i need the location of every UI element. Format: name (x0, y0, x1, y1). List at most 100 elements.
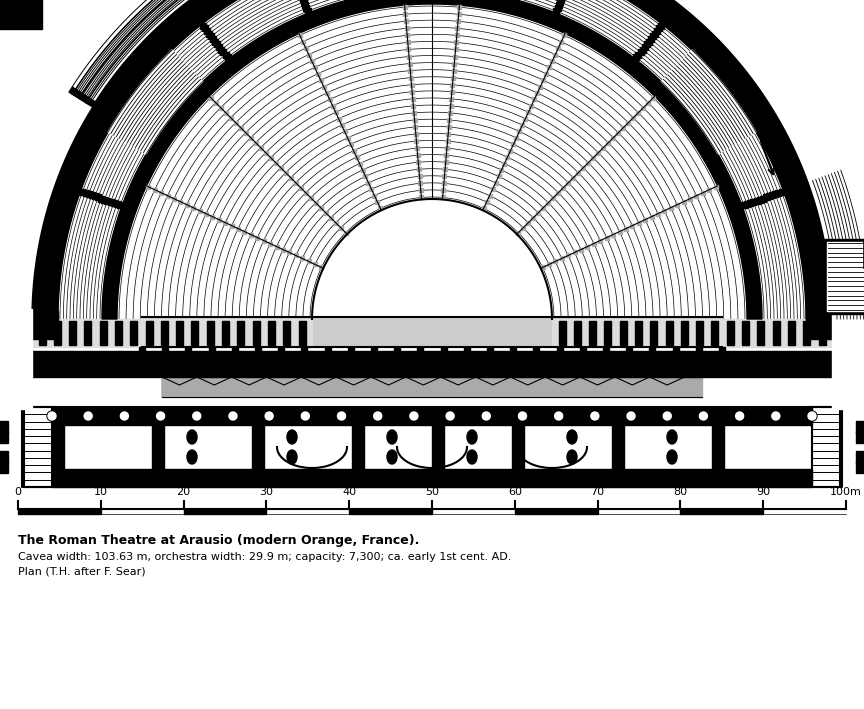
Bar (517, 230, 520, 235)
Polygon shape (856, 451, 864, 463)
Bar (682, 200, 686, 203)
Bar (340, 123, 344, 127)
Bar (450, 83, 454, 86)
Polygon shape (54, 321, 60, 345)
Text: 20: 20 (176, 487, 191, 497)
Circle shape (338, 412, 346, 420)
Polygon shape (348, 347, 353, 357)
Bar (315, 72, 320, 76)
Text: Cavea width: 103.63 m, orchestra width: 29.9 m; capacity: 7,300; ca. early 1st c: Cavea width: 103.63 m, orchestra width: … (18, 552, 511, 562)
Polygon shape (558, 321, 566, 345)
Bar (305, 9, 311, 14)
Polygon shape (533, 347, 539, 357)
Bar (159, 191, 163, 195)
Polygon shape (283, 321, 290, 345)
Bar (499, 168, 504, 172)
Text: 10: 10 (94, 487, 108, 497)
Bar (759, 196, 766, 201)
Polygon shape (268, 321, 275, 345)
Bar (417, 167, 421, 172)
Bar (538, 84, 543, 89)
Bar (209, 96, 213, 100)
Bar (331, 104, 334, 108)
Bar (675, 203, 679, 206)
Polygon shape (52, 469, 812, 487)
Polygon shape (804, 321, 810, 345)
Bar (442, 174, 447, 179)
Bar (524, 117, 527, 121)
Polygon shape (512, 425, 524, 469)
Bar (576, 171, 581, 174)
Bar (309, 59, 314, 63)
Circle shape (192, 411, 202, 421)
Bar (220, 49, 226, 55)
Bar (133, 101, 139, 107)
Bar (152, 115, 158, 121)
Circle shape (591, 412, 599, 420)
Text: 80: 80 (673, 487, 688, 497)
Bar (410, 83, 414, 86)
Text: 50: 50 (425, 487, 439, 497)
Bar (408, 62, 411, 65)
Bar (337, 117, 340, 121)
Bar (320, 265, 323, 269)
Circle shape (229, 412, 237, 420)
Text: 30: 30 (259, 487, 273, 497)
Polygon shape (665, 321, 672, 345)
Bar (302, 2, 308, 8)
Polygon shape (162, 377, 702, 397)
Circle shape (445, 411, 455, 421)
Bar (346, 136, 350, 140)
Bar (638, 49, 644, 55)
Polygon shape (18, 509, 101, 514)
Polygon shape (626, 347, 632, 357)
Bar (342, 130, 346, 133)
Bar (303, 5, 309, 11)
Polygon shape (464, 347, 470, 357)
Polygon shape (696, 321, 703, 345)
Bar (651, 96, 655, 100)
Bar (161, 121, 167, 127)
Bar (268, 242, 272, 245)
Bar (633, 55, 639, 60)
Bar (281, 247, 285, 252)
Bar (307, 52, 311, 57)
Bar (719, 105, 725, 111)
Bar (442, 182, 446, 185)
Polygon shape (32, 319, 312, 347)
Bar (178, 200, 182, 203)
Circle shape (664, 412, 671, 420)
Bar (405, 33, 410, 38)
Bar (542, 78, 545, 82)
Circle shape (119, 411, 130, 421)
Bar (650, 33, 656, 40)
Bar (294, 254, 298, 257)
Bar (547, 65, 551, 69)
Bar (531, 216, 536, 220)
Polygon shape (183, 509, 266, 514)
Bar (639, 47, 645, 52)
Polygon shape (580, 347, 586, 357)
Ellipse shape (467, 450, 477, 464)
Bar (279, 166, 283, 169)
Bar (587, 161, 590, 164)
Polygon shape (511, 347, 516, 357)
Polygon shape (696, 347, 702, 357)
Bar (208, 33, 214, 40)
Polygon shape (69, 321, 76, 345)
Polygon shape (856, 421, 864, 433)
Polygon shape (605, 321, 612, 345)
Bar (612, 135, 615, 140)
Polygon shape (161, 321, 168, 345)
Bar (269, 156, 273, 160)
Bar (233, 121, 238, 125)
Bar (454, 33, 459, 38)
Bar (442, 189, 445, 192)
Bar (453, 55, 457, 59)
Bar (403, 12, 407, 16)
Bar (556, 191, 560, 195)
Bar (532, 97, 537, 101)
Bar (358, 162, 361, 165)
Bar (546, 201, 550, 205)
Circle shape (518, 412, 526, 420)
